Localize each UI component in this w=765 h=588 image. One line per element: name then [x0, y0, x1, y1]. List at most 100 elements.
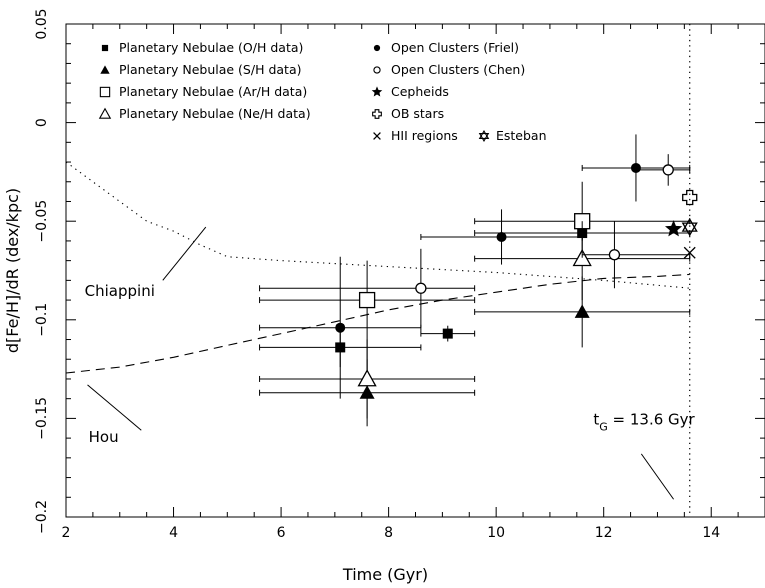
y-tick-label: 0.05	[34, 8, 50, 39]
x-tick-label: 12	[595, 525, 613, 541]
x-tick-label: 10	[487, 525, 505, 541]
legend-label: OB stars	[391, 106, 444, 121]
legend-item: HII regions	[373, 128, 458, 143]
y-tick-label: 0	[34, 118, 50, 127]
data-point	[420, 209, 583, 265]
point-marker	[442, 328, 453, 339]
legend-marker	[98, 107, 112, 119]
marker-shape	[357, 369, 377, 387]
legend-marker	[100, 65, 110, 74]
legend-label: Cepheids	[391, 84, 449, 99]
hou-pointer-line	[87, 384, 142, 431]
legend-item: Planetary Nebulae (O/H data)	[101, 40, 303, 55]
series-open-circle	[259, 154, 691, 328]
chiappini-curve	[65, 161, 690, 289]
legend-item: OB stars	[372, 106, 444, 121]
model-layer	[65, 24, 691, 517]
legend-item: Planetary Nebulae (Ar/H data)	[99, 84, 307, 99]
x-axis-label: Time (Gyr)	[342, 565, 428, 584]
data-point	[420, 325, 476, 342]
hou-curve	[65, 273, 690, 374]
marker-shape	[496, 231, 507, 242]
point-marker	[608, 249, 621, 261]
legend-label: Planetary Nebulae (Ne/H data)	[119, 106, 311, 121]
marker-shape	[100, 65, 110, 74]
marker-shape	[415, 282, 427, 294]
data-point	[259, 248, 476, 328]
annotations: Chiappini Hou tG = 13.6 Gyr	[85, 226, 696, 500]
legend-label: HII regions	[391, 128, 458, 143]
marker-shape	[662, 164, 674, 176]
marker-shape	[98, 107, 112, 119]
marker-shape	[665, 220, 683, 237]
legend-marker	[373, 132, 381, 140]
point-marker	[572, 248, 592, 267]
marker-shape	[373, 66, 381, 74]
marker-shape	[101, 44, 109, 52]
marker-shape	[478, 129, 490, 140]
point-marker	[682, 189, 698, 206]
chiappini-label: Chiappini	[85, 282, 155, 300]
series-filled-circle	[259, 134, 691, 399]
point-marker	[357, 369, 377, 387]
point-marker	[662, 164, 674, 176]
marker-shape	[682, 189, 698, 206]
legend-marker	[371, 86, 383, 97]
point-marker	[415, 282, 427, 294]
marker-shape	[574, 304, 590, 318]
series-open-cross	[682, 189, 698, 206]
legend-label: Planetary Nebulae (Ar/H data)	[119, 84, 307, 99]
marker-shape	[681, 222, 698, 237]
marker-shape	[478, 132, 490, 143]
data-point	[259, 256, 422, 399]
legend-item: Open Clusters (Chen)	[373, 62, 525, 77]
legend-label: Esteban	[496, 128, 547, 143]
marker-shape	[335, 322, 346, 333]
marker-shape	[373, 44, 381, 52]
legend-item: Planetary Nebulae (S/H data)	[100, 62, 301, 77]
y-tick-label: −0.2	[34, 500, 50, 534]
axes-layer: 2 4 6 8 10 12 14 −0.2 −0.15 −0.1 −0.05 0 0.05 Time (G…	[3, 8, 765, 584]
legend-marker	[478, 129, 490, 143]
legend-label: Open Clusters (Friel)	[391, 40, 519, 55]
legend-label: Planetary Nebulae (S/H data)	[119, 62, 301, 77]
x-tick-label: 8	[384, 525, 393, 541]
marker-shape	[99, 86, 111, 98]
marker-shape	[358, 291, 376, 309]
point-marker	[496, 231, 507, 242]
legend-marker	[372, 109, 382, 119]
data-point	[581, 221, 691, 289]
legend-item: Planetary Nebulae (Ne/H data)	[98, 106, 311, 121]
series-filled-star	[665, 220, 683, 237]
tg-pointer-line	[640, 453, 674, 500]
point-marker	[665, 220, 683, 237]
legend-marker	[99, 86, 111, 98]
y-axis-label: d[Fe/H]/dR (dex/kpc)	[3, 188, 22, 353]
marker-shape	[371, 86, 383, 97]
marker-shape	[572, 248, 592, 267]
tg-label: tG = 13.6 Gyr	[593, 410, 695, 433]
legend-marker	[101, 44, 109, 52]
x-tick-label: 2	[62, 525, 71, 541]
hou-label: Hou	[89, 428, 119, 446]
x-tick-label: 14	[702, 525, 720, 541]
marker-shape	[608, 249, 621, 261]
legend-marker	[373, 44, 381, 52]
point-marker	[335, 322, 346, 333]
y-tick-label: −0.05	[34, 200, 50, 243]
x-tick-label: 4	[169, 525, 178, 541]
data-point	[259, 339, 476, 419]
y-tick-label: −0.15	[34, 397, 50, 440]
legend: Planetary Nebulae (O/H data) Planetary Ne…	[98, 40, 547, 143]
data-point	[259, 260, 476, 399]
x-tick-label: 6	[277, 525, 286, 541]
y-tick-label: −0.1	[34, 303, 50, 337]
legend-item: Cepheids	[371, 84, 449, 99]
series-open-triangle	[259, 221, 691, 419]
legend-label: Planetary Nebulae (O/H data)	[119, 40, 303, 55]
series-filled-square	[259, 225, 691, 368]
chiappini-pointer-line	[162, 226, 207, 281]
legend-item: Esteban	[478, 128, 547, 143]
data-point	[665, 220, 683, 237]
